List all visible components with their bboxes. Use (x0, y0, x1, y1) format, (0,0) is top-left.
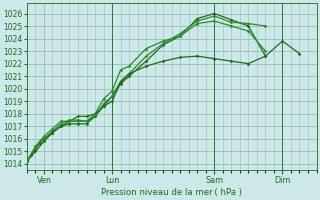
X-axis label: Pression niveau de la mer ( hPa ): Pression niveau de la mer ( hPa ) (101, 188, 242, 197)
